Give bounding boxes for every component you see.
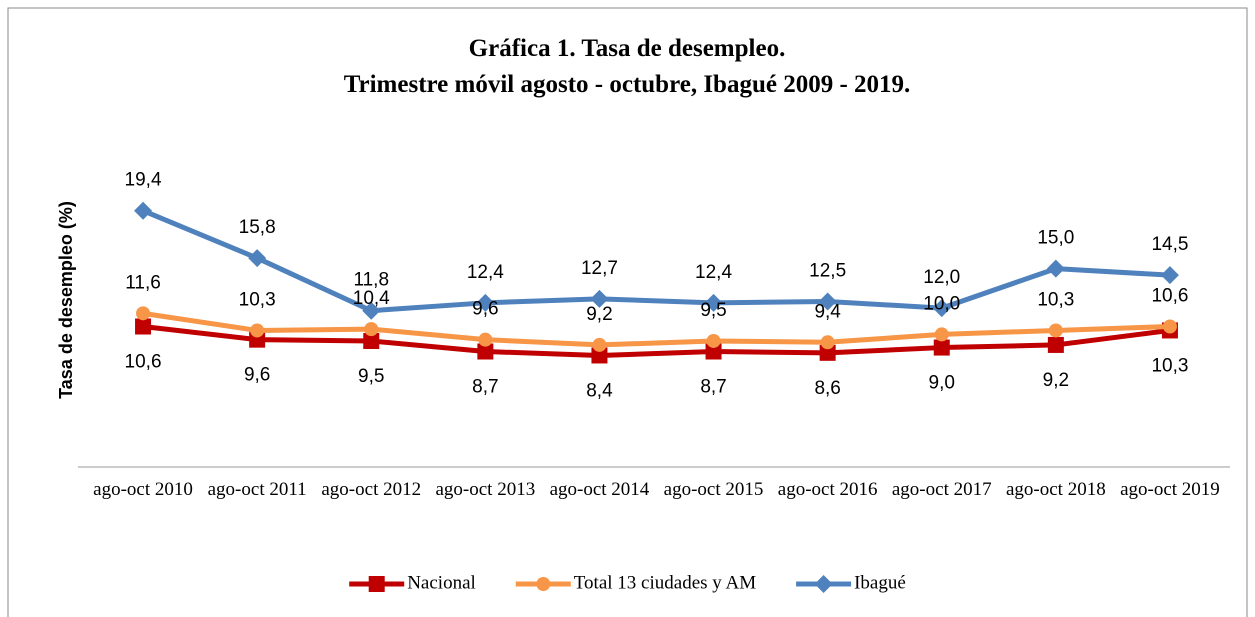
marker — [591, 347, 608, 364]
x-tick-label: ago-oct 2015 — [663, 479, 764, 500]
x-tick-label: ago-oct 2016 — [777, 479, 878, 500]
legend-label: Ibagué — [854, 572, 906, 593]
value-label: 9,6 — [472, 299, 498, 320]
marker — [932, 299, 951, 318]
x-tick-label: ago-oct 2010 — [93, 479, 193, 500]
value-label: 12,7 — [581, 258, 618, 279]
value-label: 11,8 — [353, 270, 389, 291]
value-label: 9,0 — [929, 373, 955, 394]
value-label: 8,6 — [814, 378, 840, 399]
value-label: 9,5 — [358, 366, 384, 387]
marker — [706, 333, 721, 348]
value-label: 9,2 — [586, 304, 612, 325]
value-label: 8,7 — [472, 377, 498, 398]
x-tick-label: ago-oct 2011 — [207, 479, 307, 500]
value-label: 14,5 — [1151, 234, 1188, 255]
marker — [363, 332, 380, 349]
value-label: 10,6 — [1151, 286, 1188, 307]
value-label: 10,6 — [125, 352, 162, 373]
chart-title: Gráfica 1. Tasa de desempleo. — [469, 35, 786, 62]
marker — [368, 576, 385, 592]
marker — [1048, 323, 1063, 338]
marker — [934, 327, 949, 342]
series-line — [142, 324, 1171, 358]
value-label: 12,4 — [695, 262, 732, 283]
value-label: 12,4 — [467, 262, 504, 283]
marker — [704, 293, 723, 312]
marker — [134, 201, 153, 220]
marker — [362, 301, 381, 320]
marker — [814, 575, 833, 593]
marker — [135, 318, 152, 335]
value-label: 10,0 — [923, 293, 960, 314]
marker — [590, 289, 609, 308]
value-label: 15,0 — [1037, 228, 1074, 249]
value-label: 10,3 — [1151, 355, 1188, 376]
x-tick-label: ago-oct 2019 — [1120, 479, 1220, 500]
value-label: 11,6 — [125, 272, 161, 293]
marker — [364, 322, 379, 337]
marker — [818, 292, 837, 311]
value-label: 19,4 — [125, 170, 162, 191]
chart-title: Trimestre móvil agosto - octubre, Ibagué… — [344, 71, 911, 98]
value-label: 9,4 — [814, 301, 841, 322]
value-label: 9,5 — [700, 300, 726, 321]
x-tick-label: ago-oct 2013 — [435, 479, 536, 500]
marker — [705, 343, 722, 360]
value-label: 8,7 — [700, 377, 726, 398]
marker — [820, 335, 835, 350]
marker — [478, 332, 493, 347]
chart-border — [7, 7, 1248, 617]
series-line — [142, 310, 1171, 348]
marker — [476, 293, 495, 312]
value-label: 15,8 — [239, 217, 276, 238]
value-label: 8,4 — [586, 380, 613, 401]
x-tick-label: ago-oct 2014 — [549, 479, 650, 500]
legend-label: Nacional — [407, 572, 476, 593]
legend-label: Total 13 ciudades y AM — [574, 572, 756, 593]
marker — [819, 344, 836, 361]
marker — [248, 249, 267, 268]
value-label: 9,2 — [1043, 370, 1069, 391]
value-label: 10,4 — [353, 288, 390, 309]
value-label: 12,5 — [809, 261, 846, 282]
x-tick-label: ago-oct 2012 — [321, 479, 422, 500]
value-label: 10,3 — [1037, 289, 1074, 310]
marker — [1046, 259, 1065, 278]
marker — [536, 577, 551, 591]
value-label: 10,3 — [239, 289, 276, 310]
marker — [1160, 266, 1179, 285]
value-label: 9,6 — [244, 365, 270, 386]
x-tick-label: ago-oct 2017 — [891, 479, 992, 500]
x-tick-label: ago-oct 2018 — [1005, 479, 1106, 500]
value-label: 12,0 — [923, 267, 960, 288]
marker — [477, 343, 494, 360]
marker — [250, 323, 265, 338]
marker — [933, 339, 950, 356]
marker — [592, 337, 607, 352]
marker — [136, 306, 151, 321]
marker — [1047, 336, 1064, 353]
series-line — [142, 208, 1171, 314]
y-axis-label: Tasa de desempleo (%) — [56, 201, 76, 399]
marker — [1162, 319, 1177, 334]
